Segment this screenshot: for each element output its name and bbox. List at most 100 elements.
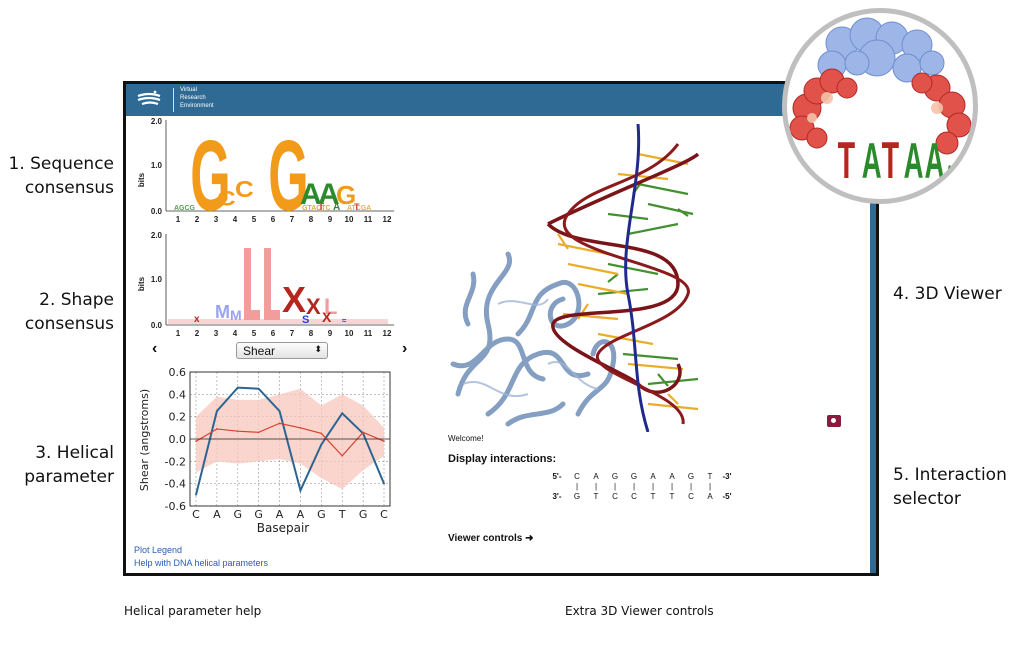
- strand-suffix: -5': [722, 492, 732, 501]
- base-button[interactable]: G: [630, 472, 638, 481]
- pair-line: |: [594, 482, 598, 491]
- chart-series: [195, 386, 385, 496]
- pair-line: |: [670, 482, 674, 491]
- base-button[interactable]: G: [687, 472, 695, 481]
- y-tick-label: 0.6: [169, 366, 187, 379]
- logo-divider: [173, 88, 174, 112]
- pair-line: |: [613, 482, 617, 491]
- base-button[interactable]: T: [707, 472, 713, 481]
- viewer-controls-toggle[interactable]: Viewer controls ➜: [448, 533, 534, 544]
- inset-letter: A: [925, 132, 945, 189]
- pair-line: |: [689, 482, 693, 491]
- base-button[interactable]: A: [669, 472, 675, 481]
- base-button[interactable]: C: [574, 472, 580, 481]
- series-point: [320, 432, 323, 435]
- x-tick-label: C: [380, 508, 388, 521]
- welcome-message: Welcome!: [448, 434, 484, 443]
- pair-line: |: [708, 482, 712, 491]
- logo-xtick: 4: [233, 329, 238, 338]
- logo-ytick: 1.0: [151, 161, 163, 170]
- logo-letter: L: [244, 319, 245, 321]
- logo-letter: G: [268, 120, 308, 228]
- brand-line: Virtual: [180, 87, 197, 93]
- base-button[interactable]: T: [593, 492, 599, 501]
- base-button[interactable]: C: [631, 492, 637, 501]
- logo-ytick: 2.0: [151, 231, 163, 240]
- plot-legend-link[interactable]: Plot Legend: [134, 545, 183, 555]
- annotation-line: parameter: [24, 467, 114, 487]
- select-arrow-icon: ⬍: [314, 344, 322, 354]
- logo-letter: X: [306, 294, 321, 319]
- inset-letter: T: [882, 131, 900, 189]
- logo-xtick: 8: [309, 215, 314, 224]
- logo-xtick: 1: [176, 329, 181, 338]
- helical-parameter-select[interactable]: Shear ⬍: [236, 342, 328, 359]
- camera-icon[interactable]: [827, 415, 841, 427]
- annotation-line: 2. Shape: [39, 290, 114, 310]
- base-button[interactable]: A: [593, 472, 599, 481]
- logo-letter: L: [324, 294, 337, 319]
- logo-xtick: 10: [345, 329, 354, 338]
- logo-ytick: 2.0: [151, 117, 163, 126]
- prev-parameter-button[interactable]: ‹: [152, 340, 158, 357]
- dna-backbone-red-2: [563, 143, 690, 425]
- base-button[interactable]: G: [611, 472, 619, 481]
- logo-letter: T: [354, 202, 360, 212]
- base-button[interactable]: C: [612, 492, 618, 501]
- help-helical-parameters-link[interactable]: Help with DNA helical parameters: [134, 558, 269, 568]
- svg-text:x: x: [194, 314, 200, 325]
- y-tick-label: -0.6: [165, 500, 186, 513]
- annotation-line: 1. Sequence: [8, 154, 114, 174]
- strand-prefix: 5'-: [552, 472, 562, 481]
- series-point: [299, 427, 302, 429]
- next-parameter-button[interactable]: ›: [402, 340, 408, 357]
- logo-ytick: 1.0: [151, 275, 163, 284]
- dna-axis-blue: [624, 124, 650, 432]
- y-tick-label: 0.0: [169, 433, 187, 446]
- logo-letter: A: [300, 178, 322, 211]
- base-button[interactable]: G: [573, 492, 581, 501]
- series-point: [362, 431, 364, 434]
- logo-letter: G: [336, 180, 356, 210]
- x-tick-label: A: [297, 508, 305, 521]
- tata-box-inset: T A T A A A: [782, 8, 978, 204]
- base-button[interactable]: A: [650, 472, 656, 481]
- series-line: [195, 422, 385, 457]
- logo-xtick: 6: [271, 215, 276, 224]
- annotation-shape-consensus: 2. Shape consensus: [0, 288, 114, 336]
- chart-axes: -0.6-0.4-0.20.00.20.40.6C A G G A A G T G C: [165, 366, 391, 521]
- logo-xtick: 12: [383, 215, 392, 224]
- annotation-interaction-selector: 5. Interaction selector: [893, 463, 1007, 511]
- logo-letter: S: [302, 314, 309, 326]
- base-button[interactable]: T: [669, 492, 675, 501]
- series-point: [257, 431, 260, 434]
- vre-logo-icon: [137, 90, 161, 106]
- logo-xtick: 2: [195, 329, 200, 338]
- logo-xtick: 6: [271, 329, 276, 338]
- base-button[interactable]: T: [650, 492, 656, 501]
- annotation-line: consensus: [24, 314, 114, 334]
- shape-logo: bits 2.0 1.0 0.0 1 2 3 4 5 6 7 8 9 10 11…: [137, 231, 394, 338]
- series-point: [195, 494, 197, 496]
- logo-letter: X: [322, 309, 332, 325]
- 3d-viewer[interactable]: [448, 124, 728, 432]
- brand-name: Virtual Research Environment: [180, 86, 260, 110]
- brand-line: Environment: [180, 103, 214, 109]
- base-button[interactable]: C: [688, 492, 694, 501]
- logo-xtick: 9: [328, 215, 333, 224]
- annotation-sequence-consensus: 1. Sequence consensus: [0, 152, 114, 200]
- x-tick-label: A: [276, 508, 284, 521]
- x-tick-label: T: [338, 508, 346, 521]
- logo-xtick: 8: [309, 329, 314, 338]
- logo-letter: A: [318, 178, 340, 211]
- series-point: [278, 422, 281, 425]
- strand-suffix: -3': [722, 472, 732, 481]
- caption-helical-help: Helical parameter help: [124, 604, 262, 618]
- annotation-line: 5. Interaction: [893, 465, 1007, 485]
- base-button[interactable]: A: [707, 492, 713, 501]
- y-tick-label: -0.2: [165, 455, 186, 468]
- select-value: Shear: [243, 344, 276, 358]
- annotation-line: selector: [893, 489, 961, 509]
- pair-line: |: [575, 482, 579, 491]
- logo-xtick: 9: [328, 329, 333, 338]
